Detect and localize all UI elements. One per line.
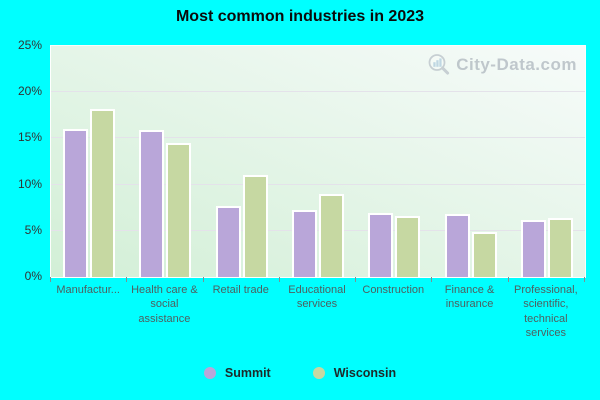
x-axis-category-label: Retail trade: [212, 284, 269, 296]
city-data-logo-icon: [427, 53, 453, 76]
bar-group: [204, 46, 280, 277]
y-axis-tick-label: 25%: [17, 38, 42, 52]
bar-summit: [291, 209, 317, 277]
legend-item: Summit: [203, 366, 271, 380]
x-axis-tick: [278, 277, 280, 282]
gridline: [51, 137, 585, 139]
y-axis-tick-label: 20%: [17, 84, 42, 99]
chart-title: Most common industries in 2023: [175, 8, 425, 25]
watermark: City-Data.com: [427, 53, 577, 76]
bar-group: [356, 46, 432, 277]
x-axis-labels: Manufactur... Health care & social assist…: [50, 283, 584, 340]
y-axis-tick-label: 0%: [24, 269, 42, 283]
gridline: [51, 183, 585, 185]
legend-label: Wisconsin: [333, 366, 397, 380]
bar-group: [432, 46, 508, 277]
bar-summit: [139, 130, 165, 277]
watermark-text: City-Data.com: [456, 54, 577, 74]
legend-item: Wisconsin: [312, 366, 397, 380]
x-axis-tick: [50, 277, 51, 282]
bar-wisconsin: [166, 143, 192, 277]
bar-group: [509, 46, 585, 277]
bars: [51, 46, 585, 277]
legend: Summit Wisconsin: [0, 361, 600, 385]
y-axis-tick-label: 15%: [17, 130, 42, 145]
bar-summit: [215, 205, 241, 277]
bar-wisconsin: [90, 108, 116, 277]
bar-summit: [368, 213, 394, 277]
y-axis-tick-label: 10%: [17, 176, 42, 191]
bar-summit: [444, 214, 470, 277]
bar-wisconsin: [318, 193, 344, 277]
x-axis-category-label: Health care & social assistance: [131, 284, 198, 325]
bar-wisconsin: [547, 217, 573, 277]
y-axis-labels: 0% 5% 10% 15% 20% 25%: [0, 38, 44, 283]
legend-label: Summit: [224, 366, 271, 380]
plot-area: City-Data.com: [50, 45, 586, 278]
bar-wisconsin: [242, 175, 268, 277]
y-axis-tick-label: 5%: [24, 222, 42, 237]
x-axis-category-label: Manufactur...: [56, 284, 120, 296]
bar-group: [127, 46, 203, 277]
x-axis-tick: [507, 277, 509, 282]
x-axis-category-label: Construction: [362, 284, 425, 296]
bar-wisconsin: [471, 231, 497, 277]
gridline: [51, 229, 585, 231]
bar-group: [280, 46, 356, 277]
x-axis-tick: [126, 277, 128, 282]
x-axis-ticks: [50, 277, 585, 282]
bar-wisconsin: [395, 216, 421, 277]
x-axis-tick: [584, 277, 585, 282]
x-axis-category-label: Finance & insurance: [444, 284, 495, 311]
bar-summit: [520, 219, 546, 277]
bar-summit: [63, 129, 89, 277]
gridline: [51, 91, 585, 93]
x-axis-tick: [355, 277, 357, 282]
x-axis-category-label: Educational services: [288, 284, 346, 311]
x-axis-tick: [202, 277, 204, 282]
legend-dot-icon: [312, 367, 325, 379]
bar-group: [51, 46, 127, 277]
x-axis-tick: [431, 277, 433, 282]
x-axis-category-label: Professional, scientific, technical serv…: [514, 284, 578, 339]
legend-dot-icon: [203, 367, 216, 379]
